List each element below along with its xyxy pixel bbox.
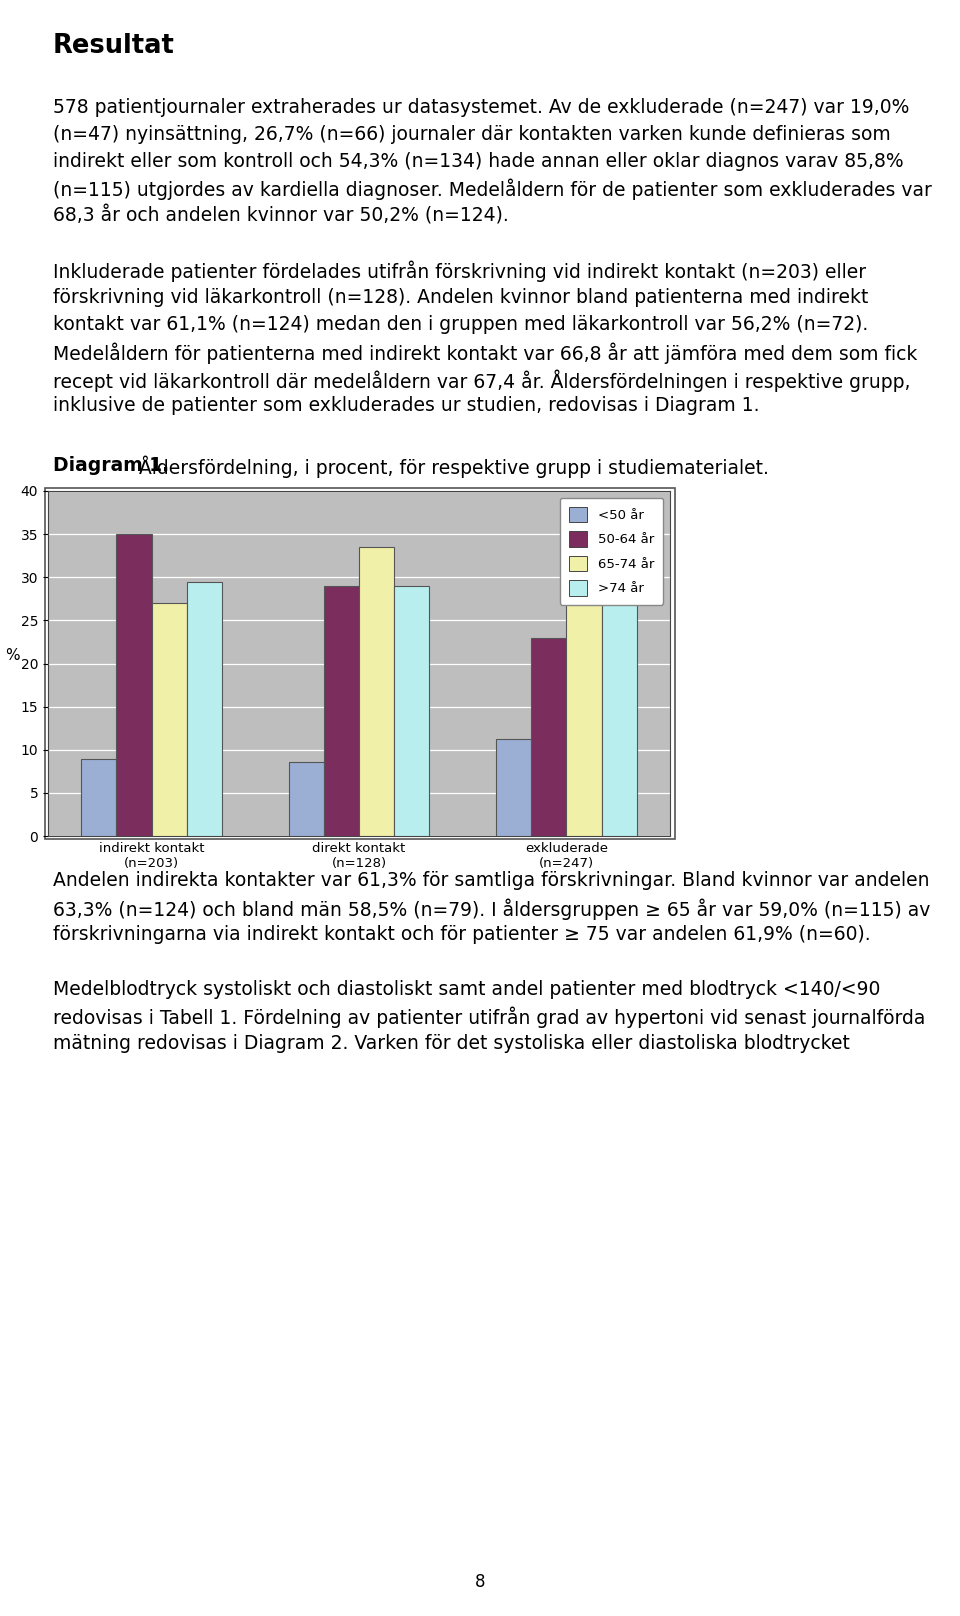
Text: Diagram 1.: Diagram 1.	[53, 456, 169, 475]
Text: (n=47) nyinsättning, 26,7% (n=66) journaler där kontakten varken kunde definiera: (n=47) nyinsättning, 26,7% (n=66) journa…	[53, 124, 891, 144]
Text: 68,3 år och andelen kvinnor var 50,2% (n=124).: 68,3 år och andelen kvinnor var 50,2% (n…	[53, 205, 509, 226]
Bar	[359, 548, 395, 835]
Text: 8: 8	[475, 1572, 485, 1592]
Bar	[82, 760, 116, 835]
Text: Andelen indirekta kontakter var 61,3% för samtliga förskrivningar. Bland kvinnor: Andelen indirekta kontakter var 61,3% fö…	[53, 871, 929, 890]
Text: recept vid läkarkontroll där medelåldern var 67,4 år. Åldersfördelningen i respe: recept vid läkarkontroll där medelåldern…	[53, 368, 910, 391]
Text: (n=115) utgjordes av kardiella diagnoser. Medelåldern för de patienter som exklu: (n=115) utgjordes av kardiella diagnoser…	[53, 179, 932, 200]
Text: 63,3% (n=124) och bland män 58,5% (n=79). I åldersgruppen ≥ 65 år var 59,0% (n=1: 63,3% (n=124) och bland män 58,5% (n=79)…	[53, 898, 930, 920]
Bar	[45, 488, 675, 839]
Bar	[152, 603, 187, 835]
Bar	[324, 587, 359, 835]
Text: Resultat: Resultat	[53, 32, 175, 60]
Bar	[602, 522, 636, 835]
Legend: <50 år, 50-64 år, 65-74 år, >74 år: <50 år, 50-64 år, 65-74 år, >74 år	[560, 498, 663, 604]
Y-axis label: %: %	[5, 648, 19, 664]
Bar	[395, 587, 429, 835]
Text: förskrivningarna via indirekt kontakt och för patienter ≥ 75 var andelen 61,9% (: förskrivningarna via indirekt kontakt oc…	[53, 924, 871, 944]
Bar	[116, 535, 152, 835]
Text: redovisas i Tabell 1. Fördelning av patienter utifrån grad av hypertoni vid sena: redovisas i Tabell 1. Fördelning av pati…	[53, 1007, 925, 1028]
Bar	[566, 582, 602, 835]
Text: inklusive de patienter som exkluderades ur studien, redovisas i Diagram 1.: inklusive de patienter som exkluderades …	[53, 396, 759, 415]
Text: mätning redovisas i Diagram 2. Varken för det systoliska eller diastoliska blodt: mätning redovisas i Diagram 2. Varken fö…	[53, 1034, 850, 1054]
Text: Medelåldern för patienterna med indirekt kontakt var 66,8 år att jämföra med dem: Medelåldern för patienterna med indirekt…	[53, 343, 918, 364]
Bar	[187, 582, 222, 835]
Bar	[531, 638, 566, 835]
Text: Medelblodtryck systoliskt och diastoliskt samt andel patienter med blodtryck <14: Medelblodtryck systoliskt och diastolisk…	[53, 979, 880, 999]
Text: förskrivning vid läkarkontroll (n=128). Andelen kvinnor bland patienterna med in: förskrivning vid läkarkontroll (n=128). …	[53, 288, 869, 307]
Bar	[496, 739, 531, 835]
Text: 578 patientjournaler extraherades ur datasystemet. Av de exkluderade (n=247) var: 578 patientjournaler extraherades ur dat…	[53, 99, 909, 116]
Bar	[289, 761, 324, 835]
Text: Åldersfördelning, i procent, för respektive grupp i studiematerialet.: Åldersfördelning, i procent, för respekt…	[133, 456, 769, 478]
Text: kontakt var 61,1% (n=124) medan den i gruppen med läkarkontroll var 56,2% (n=72): kontakt var 61,1% (n=124) medan den i gr…	[53, 315, 868, 335]
Text: indirekt eller som kontroll och 54,3% (n=134) hade annan eller oklar diagnos var: indirekt eller som kontroll och 54,3% (n…	[53, 152, 903, 171]
Text: Inkluderade patienter fördelades utifrån förskrivning vid indirekt kontakt (n=20: Inkluderade patienter fördelades utifrån…	[53, 262, 866, 283]
